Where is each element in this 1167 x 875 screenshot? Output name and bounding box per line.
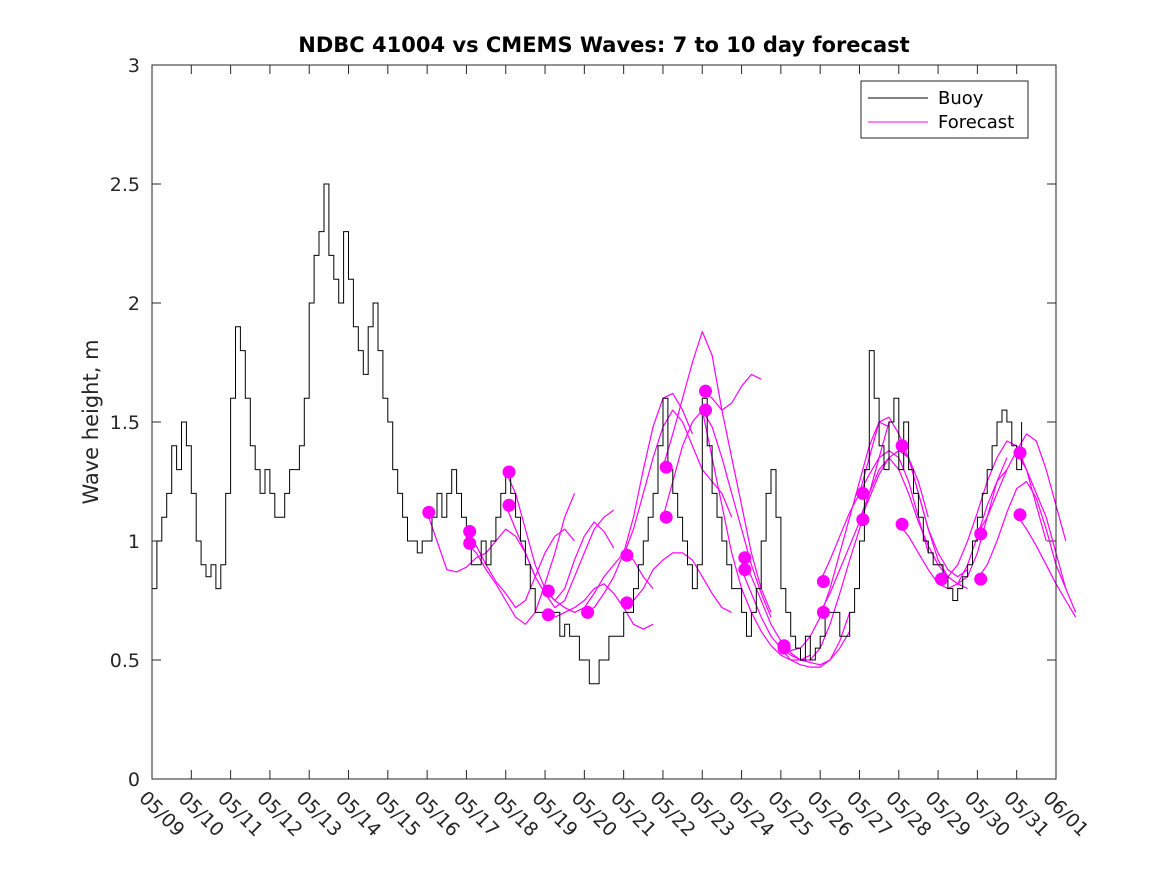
forecast-marker [463, 525, 477, 538]
forecast-marker [738, 563, 752, 577]
y-tick-label: 0 [128, 769, 140, 791]
forecast-marker [974, 572, 988, 586]
forecast-marker [777, 641, 791, 655]
forecast-marker [816, 605, 830, 619]
forecast-marker [895, 439, 909, 453]
forecast-marker [541, 608, 555, 622]
forecast-marker [856, 513, 870, 527]
forecast-line [662, 409, 772, 618]
forecast-line [898, 469, 1008, 590]
forecast-line [584, 392, 693, 613]
buoy-line [152, 183, 1023, 685]
forecast-marker [1013, 446, 1027, 460]
legend-buoy-label: Buoy [938, 88, 984, 109]
forecast-line [505, 471, 615, 602]
forecast-line [780, 421, 890, 661]
forecast-marker [856, 486, 870, 500]
forecast-line [662, 331, 772, 613]
series-layer [152, 183, 1077, 685]
legend: Buoy Forecast [860, 80, 1029, 139]
forecast-marker [502, 465, 516, 479]
y-tick-label: 2.5 [110, 174, 140, 196]
y-tick-label: 0.5 [110, 650, 140, 672]
y-axis-label: Wave height, m [79, 339, 103, 504]
y-tick-label: 1.5 [110, 412, 140, 434]
forecast-marker [502, 498, 516, 512]
forecast-marker [738, 551, 752, 565]
plot-frame [151, 64, 1057, 780]
forecast-line [544, 552, 654, 614]
forecast-line [976, 480, 1067, 589]
forecast-marker [581, 605, 595, 619]
forecast-marker [659, 460, 673, 474]
forecast-line [741, 569, 851, 668]
forecast-marker [974, 527, 988, 541]
forecast-marker [541, 584, 555, 598]
forecast-line [819, 450, 929, 582]
forecast-line [1016, 452, 1077, 613]
forecast-marker [699, 384, 712, 398]
y-tick-label: 2 [128, 293, 140, 315]
y-tick-label: 3 [128, 55, 140, 77]
forecast-marker [1013, 508, 1027, 522]
chart-title: NDBC 41004 vs CMEMS Waves: 7 to 10 day f… [298, 33, 909, 57]
forecast-marker [816, 575, 830, 588]
forecast-line [1016, 514, 1077, 618]
forecast-line [701, 409, 811, 661]
legend-box [860, 80, 1029, 139]
forecast-marker [620, 596, 634, 610]
forecast-marker [895, 517, 909, 531]
forecast-line [898, 445, 1008, 585]
y-tick-label: 1 [128, 531, 140, 553]
forecast-line [465, 493, 576, 625]
forecast-marker [422, 505, 436, 519]
legend-forecast-label: Forecast [938, 112, 1014, 133]
plot-area [152, 65, 1056, 779]
forecast-line [465, 528, 575, 609]
forecast-marker [620, 548, 634, 562]
forecast-line [623, 552, 732, 613]
forecast-marker [934, 572, 948, 586]
forecast-marker [699, 403, 712, 417]
forecast-marker [463, 536, 477, 550]
forecast-line [544, 583, 654, 630]
forecast-marker [659, 510, 673, 524]
forecast-line [701, 373, 762, 411]
